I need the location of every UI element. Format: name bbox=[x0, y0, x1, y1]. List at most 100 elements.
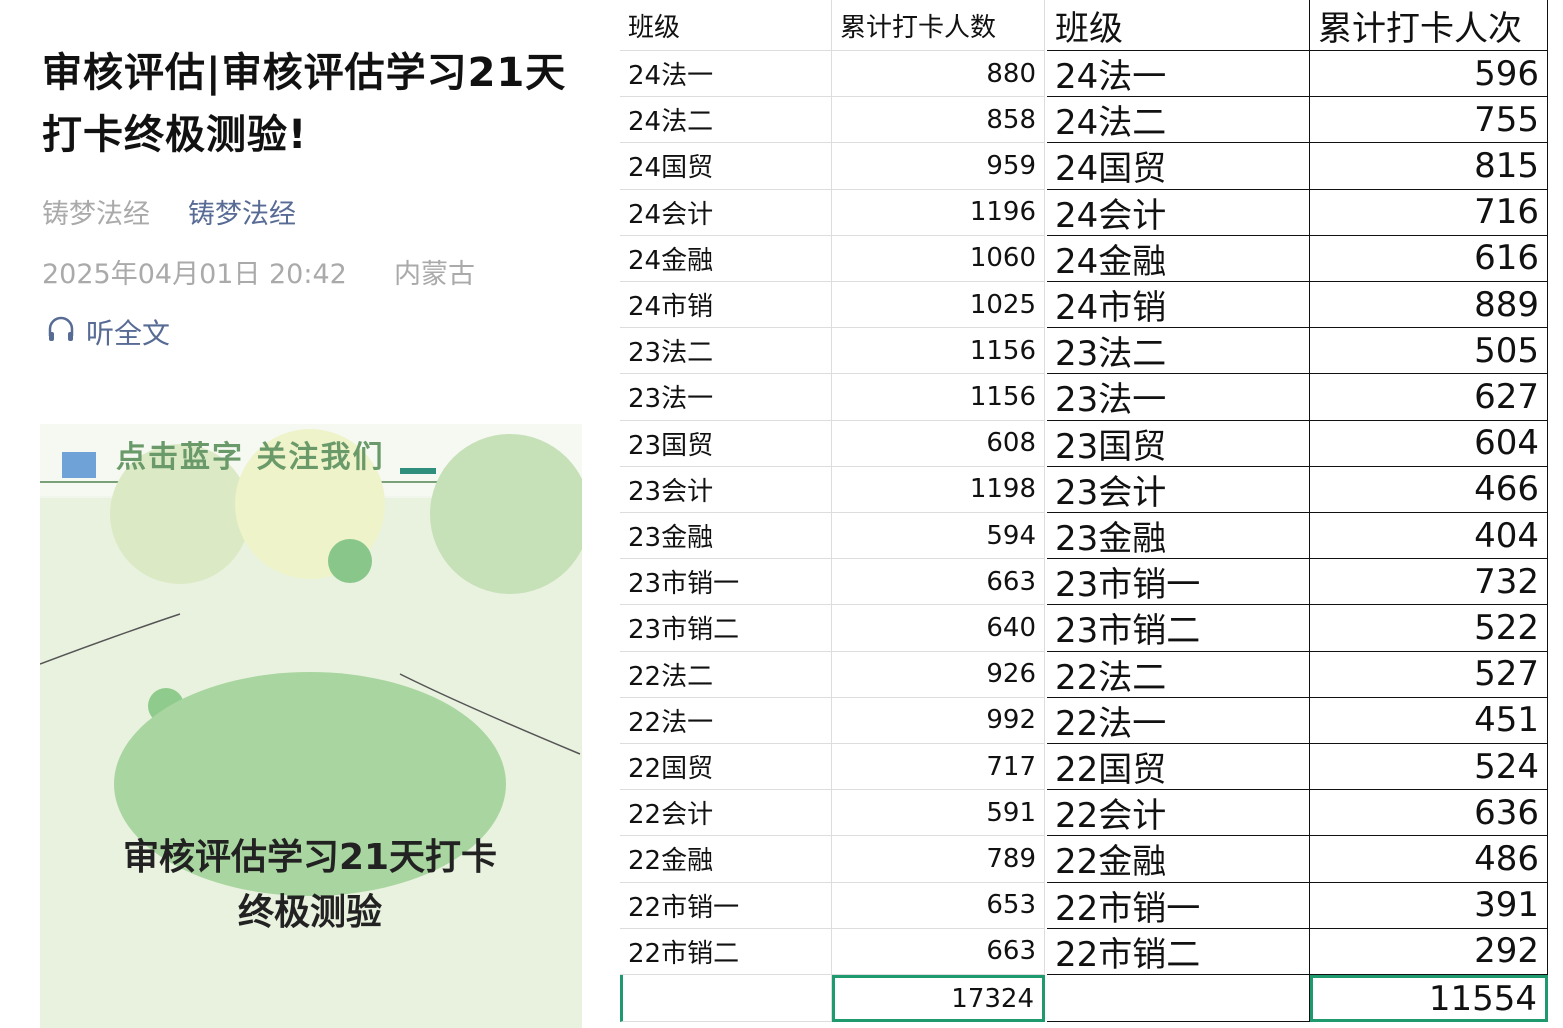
table-cell: 24金融 bbox=[620, 235, 832, 282]
table-cell: 23市销二 bbox=[620, 605, 832, 652]
table-cell: 591 bbox=[832, 790, 1045, 837]
table-cell: 23市销一 bbox=[620, 559, 832, 606]
table-cell: 17324 bbox=[832, 975, 1045, 1022]
table-cell: 527 bbox=[1310, 651, 1548, 698]
table-cell: 22法一 bbox=[1047, 697, 1310, 744]
table-cell: 23金融 bbox=[1047, 513, 1310, 560]
table-cell: 班级 bbox=[1047, 0, 1310, 51]
table-cell: 11554 bbox=[1310, 975, 1548, 1022]
table-cell: 22金融 bbox=[620, 836, 832, 883]
table-cell: 1156 bbox=[832, 328, 1045, 375]
table-cell: 24法二 bbox=[620, 97, 832, 144]
table-cell: 23法一 bbox=[1047, 374, 1310, 421]
table-cell: 992 bbox=[832, 697, 1045, 744]
table-cell: 22法二 bbox=[1047, 651, 1310, 698]
table-cell: 1156 bbox=[832, 374, 1045, 421]
table-cell: 627 bbox=[1310, 374, 1548, 421]
table-cell: 23法一 bbox=[620, 374, 832, 421]
table-cell: 604 bbox=[1310, 420, 1548, 467]
table-cell: 班级 bbox=[620, 0, 832, 51]
table-cell: 24市销 bbox=[620, 282, 832, 329]
table-cell: 594 bbox=[832, 513, 1045, 560]
author[interactable]: 铸梦法经 bbox=[42, 199, 150, 230]
headphone-icon[interactable] bbox=[46, 314, 76, 344]
table-cell: 608 bbox=[832, 420, 1045, 467]
table-cell: 663 bbox=[832, 928, 1045, 975]
table-cell: 404 bbox=[1310, 513, 1548, 560]
table-cell: 23金融 bbox=[620, 513, 832, 560]
table-cell: 640 bbox=[832, 605, 1045, 652]
cover-title: 终极测验 bbox=[238, 892, 382, 933]
table-cell: 24法二 bbox=[1047, 97, 1310, 144]
table-cell: 522 bbox=[1310, 605, 1548, 652]
table-cell: 486 bbox=[1310, 836, 1548, 883]
table-cell: 889 bbox=[1310, 282, 1548, 329]
table-cell: 596 bbox=[1310, 51, 1548, 98]
location: 内蒙古 bbox=[394, 259, 475, 290]
table-cell: 22金融 bbox=[1047, 836, 1310, 883]
table-cell: 880 bbox=[832, 51, 1045, 98]
table-cell: 926 bbox=[832, 651, 1045, 698]
table-cell: 451 bbox=[1310, 697, 1548, 744]
table-cell: 663 bbox=[832, 559, 1045, 606]
table-cell: 22市销二 bbox=[620, 928, 832, 975]
table-cell: 524 bbox=[1310, 744, 1548, 791]
cover-title: 审核评估学习21天打卡 bbox=[123, 836, 497, 878]
account-link[interactable]: 铸梦法经 bbox=[188, 199, 296, 230]
listen-button[interactable]: 听全文 bbox=[86, 317, 171, 350]
table-cell: 23国贸 bbox=[620, 420, 832, 467]
table-cell: 累计打卡人数 bbox=[832, 0, 1045, 51]
table-cell: 466 bbox=[1310, 466, 1548, 513]
table-cell: 22市销一 bbox=[620, 882, 832, 929]
table-cell: 22国贸 bbox=[1047, 744, 1310, 791]
table-cell: 636 bbox=[1310, 790, 1548, 837]
table-cell: 23会计 bbox=[620, 466, 832, 513]
table-cell: 24国贸 bbox=[1047, 143, 1310, 190]
table-cell: 24市销 bbox=[1047, 282, 1310, 329]
table-cell: 716 bbox=[1310, 189, 1548, 236]
table-cell: 653 bbox=[832, 882, 1045, 929]
table-cell: 24国贸 bbox=[620, 143, 832, 190]
table-cell: 22法一 bbox=[620, 697, 832, 744]
table-cell: 292 bbox=[1310, 928, 1548, 975]
table-cell: 24法一 bbox=[620, 51, 832, 98]
table-cell: 22会计 bbox=[1047, 790, 1310, 837]
table-cell: 616 bbox=[1310, 235, 1548, 282]
article-title: 审核评估|审核评估学习21天打卡终极测验! bbox=[42, 50, 567, 158]
table-cell: 23国贸 bbox=[1047, 420, 1310, 467]
table-cell: 391 bbox=[1310, 882, 1548, 929]
table-cell: 959 bbox=[832, 143, 1045, 190]
table-cell: 23法二 bbox=[620, 328, 832, 375]
table-cell: 22市销二 bbox=[1047, 928, 1310, 975]
table-cell: 23法二 bbox=[1047, 328, 1310, 375]
table-cell: 22法二 bbox=[620, 651, 832, 698]
table-cell: 1196 bbox=[832, 189, 1045, 236]
table-cell bbox=[1047, 975, 1310, 1022]
table-cell: 858 bbox=[832, 97, 1045, 144]
table-cell: 732 bbox=[1310, 559, 1548, 606]
table-cell: 755 bbox=[1310, 97, 1548, 144]
table-cell: 789 bbox=[832, 836, 1045, 883]
table-cell: 1198 bbox=[832, 466, 1045, 513]
table-cell: 1060 bbox=[832, 235, 1045, 282]
table-cell: 505 bbox=[1310, 328, 1548, 375]
cover-image: 审核评估学习21天打卡 终极测验 bbox=[40, 424, 582, 1028]
datetime: 2025年04月01日 20:42 bbox=[42, 259, 347, 290]
table-cell: 22会计 bbox=[620, 790, 832, 837]
table-cell: 717 bbox=[832, 744, 1045, 791]
table-cell: 24会计 bbox=[1047, 189, 1310, 236]
table-cell: 22市销一 bbox=[1047, 882, 1310, 929]
table-cell: 1025 bbox=[832, 282, 1045, 329]
table-cell: 累计打卡人次 bbox=[1310, 0, 1548, 51]
table-cell: 24金融 bbox=[1047, 235, 1310, 282]
table-cell: 815 bbox=[1310, 143, 1548, 190]
table-cell: 23市销二 bbox=[1047, 605, 1310, 652]
table-cell: 23会计 bbox=[1047, 466, 1310, 513]
table-cell: 24会计 bbox=[620, 189, 832, 236]
table-cell: 24法一 bbox=[1047, 51, 1310, 98]
table-cell bbox=[620, 975, 832, 1022]
banner-text[interactable]: 点击蓝字 关注我们 bbox=[116, 440, 385, 475]
table-cell: 22国贸 bbox=[620, 744, 832, 791]
